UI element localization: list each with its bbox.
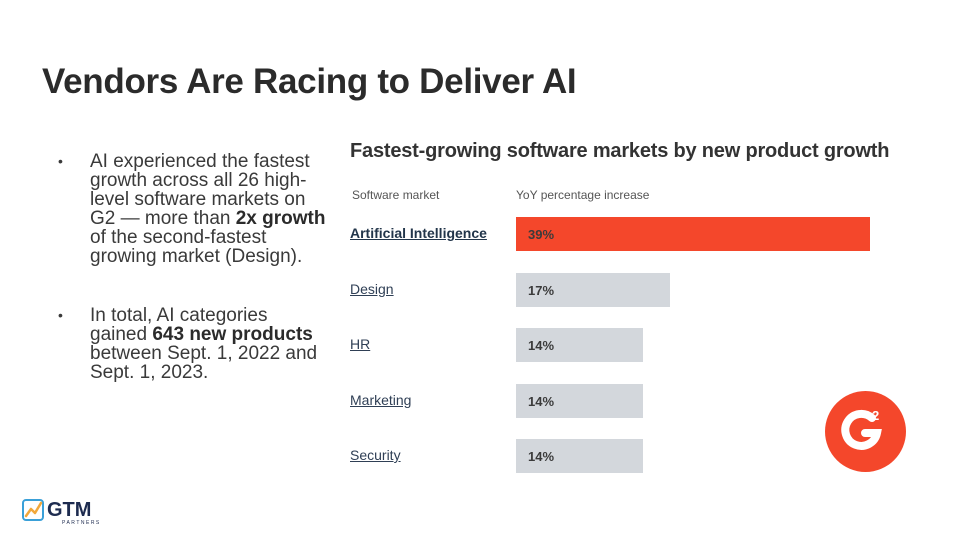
category-label[interactable]: HR — [350, 336, 371, 352]
category-label[interactable]: Marketing — [350, 391, 412, 408]
category-label[interactable]: Security — [350, 447, 401, 463]
bullet-text: AI experienced the fastest growth across… — [90, 151, 310, 229]
bullet-text: of the second-fastest growing market (De… — [90, 227, 303, 267]
svg-text:2: 2 — [872, 408, 879, 423]
category-label[interactable]: Design — [350, 280, 394, 297]
bar — [516, 217, 870, 251]
bullet-item: • In total, AI categories gained 643 new… — [58, 306, 326, 382]
g2-logo-icon: 2 — [825, 391, 906, 472]
bullet-dot-icon: • — [58, 307, 63, 323]
bullet-dot-icon: • — [58, 153, 63, 169]
bullet-bold-text: 2x growth — [235, 208, 326, 229]
bar — [516, 383, 643, 418]
bullet-item: • AI experienced the fastest growth acro… — [58, 152, 326, 266]
category-label[interactable]: Artificial Intelligence — [350, 225, 487, 241]
bullet-text: between Sept. 1, 2022 and Sept. 1, 2023. — [90, 343, 318, 383]
bar-value-label: 14% — [528, 393, 555, 409]
bar-value-label: 39% — [528, 227, 555, 242]
svg-text:GTM: GTM — [47, 499, 91, 521]
bar-value-label: 14% — [528, 449, 555, 464]
gtm-partners-logo-icon: GTM PARTNERS — [22, 494, 112, 531]
bar — [516, 272, 670, 307]
bullet-list: • AI experienced the fastest growth acro… — [58, 152, 326, 422]
bullet-bold-text: 643 new products — [152, 324, 313, 345]
chart-title: Fastest-growing software markets by new … — [350, 140, 890, 162]
bar — [516, 328, 643, 362]
bar-value-label: 17% — [528, 282, 555, 298]
bar — [516, 439, 643, 473]
svg-text:PARTNERS: PARTNERS — [62, 520, 101, 526]
column-header-market: Software market — [352, 188, 440, 202]
slide-title: Vendors Are Racing to Deliver AI — [42, 62, 577, 101]
bullet-text: In total, AI categories gained — [90, 305, 268, 345]
bar-value-label: 14% — [528, 338, 555, 353]
column-header-yoy: YoY percentage increase — [516, 188, 650, 202]
